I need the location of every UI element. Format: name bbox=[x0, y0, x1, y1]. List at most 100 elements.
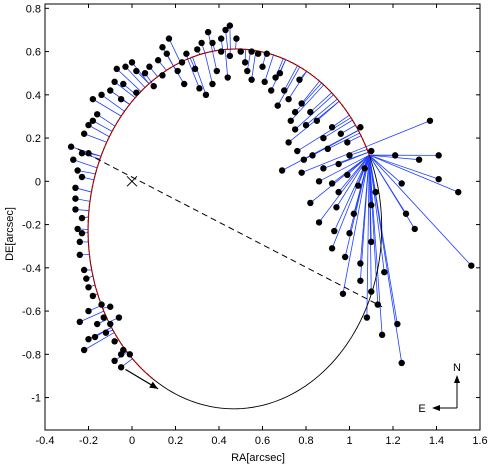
observation-point bbox=[90, 96, 96, 102]
observation-point bbox=[298, 169, 304, 175]
observation-point bbox=[101, 314, 107, 320]
observation-point bbox=[179, 59, 185, 65]
fitted-orbit-arc bbox=[88, 49, 369, 378]
y-tick-label: 0.8 bbox=[26, 3, 41, 15]
residual-line bbox=[328, 133, 360, 149]
x-axis-label: RA[arcsec] bbox=[231, 452, 285, 464]
observation-point bbox=[357, 260, 363, 266]
observation-point bbox=[94, 111, 100, 117]
y-tick-label: -0.4 bbox=[22, 263, 41, 275]
observation-point bbox=[209, 81, 215, 87]
observation-point bbox=[218, 35, 224, 41]
observation-point bbox=[375, 301, 381, 307]
x-tick-label: 0.8 bbox=[298, 435, 313, 447]
observation-point bbox=[194, 46, 200, 52]
observation-point bbox=[103, 329, 109, 335]
x-tick-label: -0.2 bbox=[79, 435, 98, 447]
observation-point bbox=[164, 51, 170, 57]
observation-point bbox=[127, 351, 133, 357]
observation-point bbox=[118, 96, 124, 102]
observation-point bbox=[142, 70, 148, 76]
observation-point bbox=[320, 165, 326, 171]
observation-point bbox=[346, 152, 352, 158]
observation-point bbox=[85, 308, 91, 314]
observation-point bbox=[368, 202, 374, 208]
observation-point bbox=[81, 347, 87, 353]
observation-point bbox=[355, 182, 361, 188]
residual-line bbox=[295, 95, 333, 130]
observation-point bbox=[233, 35, 239, 41]
y-tick-label: -0.2 bbox=[22, 220, 41, 232]
x-tick-label: -0.4 bbox=[36, 435, 55, 447]
observation-point bbox=[242, 59, 248, 65]
observation-point bbox=[92, 334, 98, 340]
observation-point bbox=[261, 79, 267, 85]
observation-point bbox=[159, 44, 165, 50]
observation-point bbox=[72, 185, 78, 191]
observation-point bbox=[81, 267, 87, 273]
observation-point bbox=[412, 226, 418, 232]
observation-point bbox=[351, 211, 357, 217]
observation-point bbox=[209, 40, 215, 46]
x-tick-label: 1.4 bbox=[429, 435, 444, 447]
observation-point bbox=[379, 332, 385, 338]
observation-point bbox=[292, 126, 298, 132]
observation-point bbox=[114, 66, 120, 72]
residual-line bbox=[366, 121, 430, 147]
observation-point bbox=[107, 321, 113, 327]
observation-point bbox=[394, 321, 400, 327]
y-tick-label: 0 bbox=[35, 176, 41, 188]
observation-point bbox=[329, 245, 335, 251]
x-tick-label: 1.6 bbox=[472, 435, 487, 447]
observation-point bbox=[166, 35, 172, 41]
observation-point bbox=[416, 156, 422, 162]
observation-point bbox=[72, 206, 78, 212]
observation-point bbox=[85, 284, 91, 290]
observation-point bbox=[205, 29, 211, 35]
observation-point bbox=[342, 254, 348, 260]
observation-point bbox=[255, 51, 261, 57]
observation-point bbox=[296, 76, 302, 82]
compass-east-label: E bbox=[418, 403, 425, 415]
observation-point bbox=[111, 79, 117, 85]
observation-point bbox=[285, 139, 291, 145]
observation-point bbox=[307, 109, 313, 115]
observation-point bbox=[427, 118, 433, 124]
observation-point bbox=[151, 83, 157, 89]
observation-point bbox=[227, 22, 233, 28]
observation-point bbox=[303, 122, 309, 128]
observation-point bbox=[357, 278, 363, 284]
observation-point bbox=[333, 204, 339, 210]
residual-line bbox=[289, 71, 307, 99]
observation-point bbox=[227, 53, 233, 59]
observation-point bbox=[107, 87, 113, 93]
observation-point bbox=[316, 178, 322, 184]
residual-line bbox=[302, 147, 366, 173]
residual-line bbox=[369, 155, 458, 192]
observation-point bbox=[301, 156, 307, 162]
observation-point bbox=[90, 293, 96, 299]
residual-line bbox=[265, 55, 274, 82]
observation-point bbox=[403, 211, 409, 217]
observation-point bbox=[298, 100, 304, 106]
observation-point bbox=[277, 70, 283, 76]
observation-point bbox=[331, 228, 337, 234]
observation-point bbox=[70, 156, 76, 162]
observation-point bbox=[181, 81, 187, 87]
observation-point bbox=[83, 275, 89, 281]
compass-north-label: N bbox=[453, 362, 461, 374]
observation-point bbox=[116, 314, 122, 320]
y-tick-label: -1 bbox=[31, 393, 41, 405]
y-tick-label: 0.2 bbox=[26, 133, 41, 145]
observation-point bbox=[133, 89, 139, 95]
observation-point bbox=[85, 336, 91, 342]
observation-point bbox=[79, 215, 85, 221]
observation-point bbox=[364, 314, 370, 320]
observation-point bbox=[111, 358, 117, 364]
observation-point bbox=[198, 40, 204, 46]
observation-point bbox=[77, 252, 83, 258]
observation-point bbox=[325, 146, 331, 152]
observation-point bbox=[285, 96, 291, 102]
observation-point bbox=[248, 76, 254, 82]
observation-point bbox=[98, 301, 104, 307]
